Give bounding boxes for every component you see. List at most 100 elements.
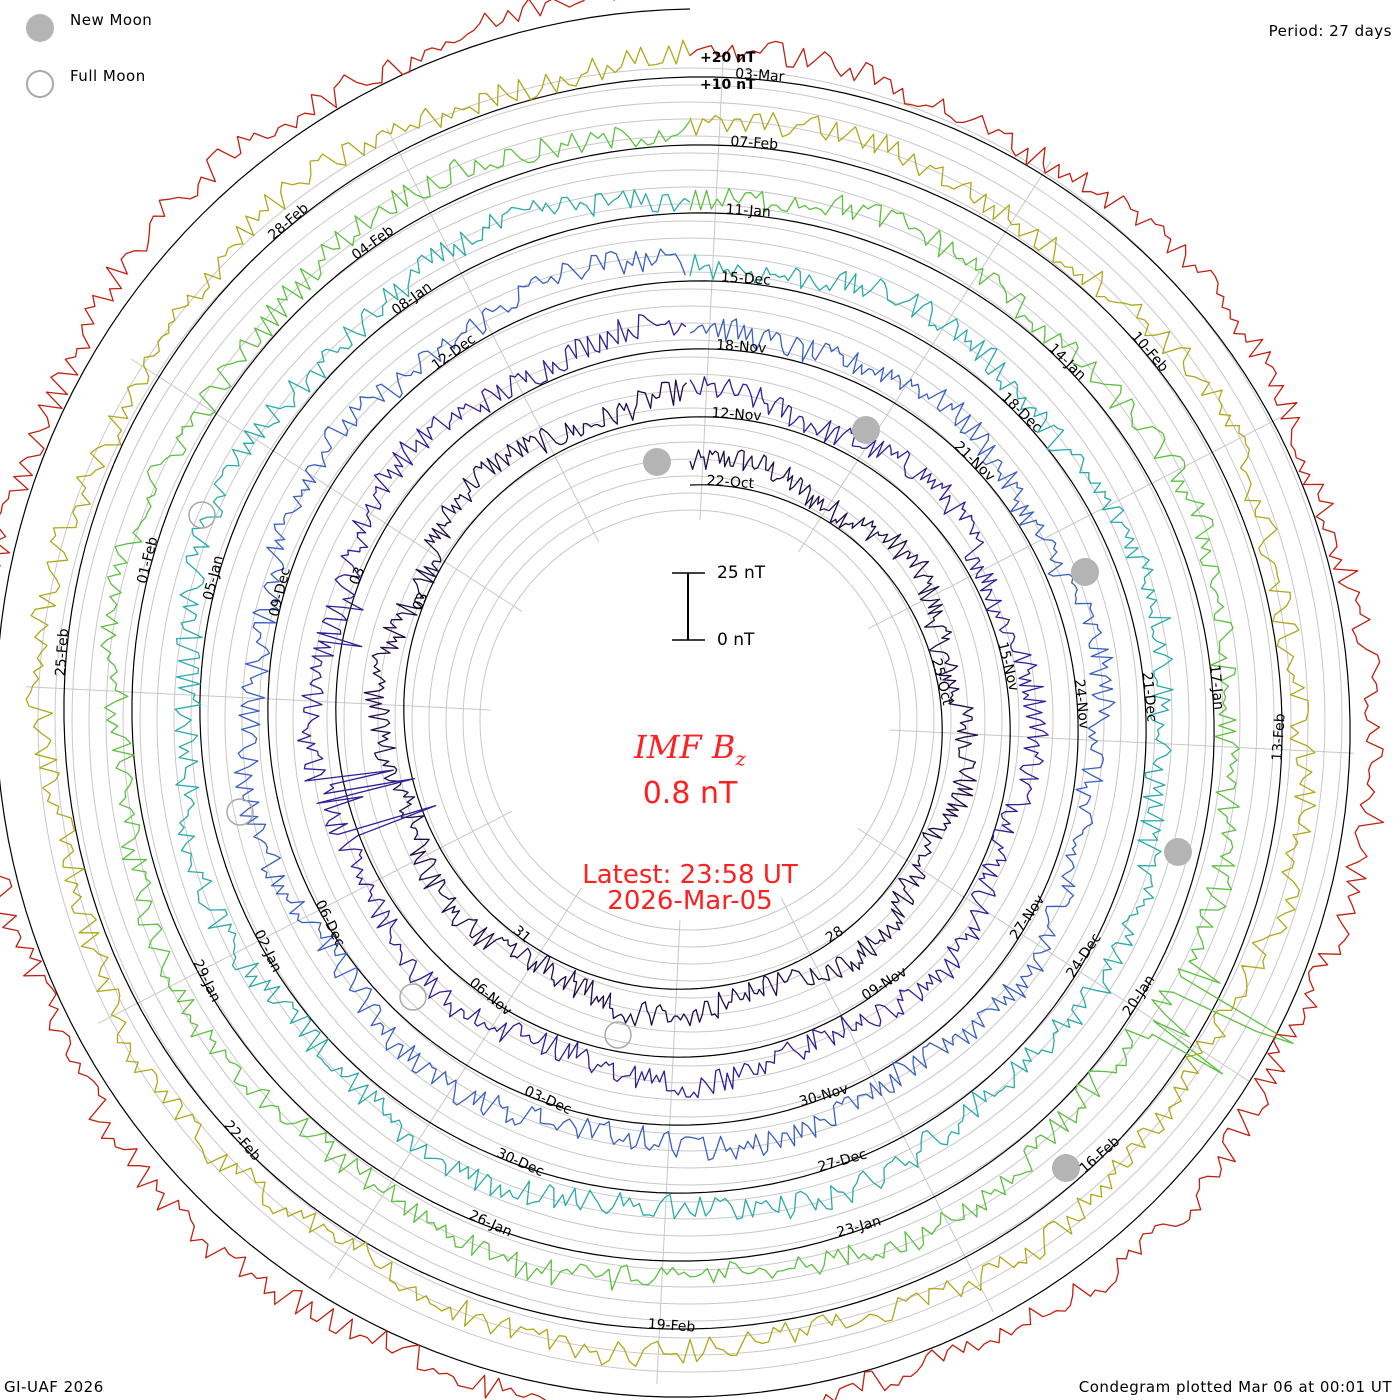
legend-full-moon-label: Full Moon	[70, 67, 146, 85]
latest-time: Latest: 23:58 UT	[582, 860, 798, 890]
plotted-timestamp: Condegram plotted Mar 06 at 00:01 UT	[1078, 1378, 1392, 1396]
full-moon-icon	[26, 70, 54, 98]
ring-scale-labels: +20 nT +10 nT	[700, 50, 756, 93]
grid-ring	[207, 237, 1173, 1203]
date-label: 03	[410, 590, 432, 613]
parameter-subscript: z	[735, 746, 746, 771]
series-line-dec	[174, 188, 1174, 1220]
date-label: 12-Nov	[711, 405, 762, 424]
grid-spoke	[699, 55, 724, 521]
new-moon-marker	[1164, 838, 1192, 866]
grid-ring	[445, 475, 935, 965]
grid-spoke	[798, 161, 1052, 553]
date-label: 22-Oct	[706, 473, 755, 492]
date-label: 11-Jan	[725, 202, 771, 221]
date-label: 13-Feb	[1269, 713, 1288, 762]
grid-ring	[173, 203, 1207, 1237]
date-label: 30-Dec	[494, 1145, 546, 1180]
grid-ring	[139, 169, 1241, 1271]
grid-ring	[479, 509, 901, 931]
full-moon-marker	[604, 1021, 632, 1049]
date-label: 04-Feb	[349, 223, 397, 264]
date-label: 20-Jan	[1120, 972, 1159, 1018]
date-label: 05-Jan	[200, 554, 226, 602]
date-label: 17-Jan	[1206, 664, 1227, 711]
zero-reference-rings	[0, 8, 1351, 1398]
grid-ring	[360, 390, 1020, 1050]
date-label: 24-Dec	[1063, 930, 1104, 980]
grid-ring	[122, 152, 1258, 1288]
series-line-nov	[296, 313, 1049, 1099]
date-label: 18-Dec	[998, 390, 1045, 436]
legend-new-moon-label: New Moon	[70, 11, 153, 29]
new-moon-marker	[852, 416, 880, 444]
grid-ring	[71, 101, 1309, 1339]
scale-bar-bottom-label: 0 nT	[717, 630, 755, 650]
grid-ring	[377, 407, 1003, 1033]
date-label: 16-Feb	[1077, 1133, 1124, 1176]
ring-scale-label: +20 nT	[700, 50, 756, 66]
date-label: 14-Jan	[1045, 341, 1089, 384]
date-label: 02-Jan	[250, 927, 284, 975]
zero-reference-spiral	[0, 8, 1351, 1398]
new-moon-marker	[1071, 558, 1099, 586]
date-label: 15-Nov	[994, 640, 1022, 693]
scale-bar-top-label: 25 nT	[717, 563, 766, 583]
grid-spoke	[131, 358, 523, 612]
date-label: 29-Jan	[189, 957, 223, 1005]
series-line-oct-nov	[363, 379, 979, 1027]
ring-scale-label: +10 nT	[700, 77, 756, 93]
grid-ring	[394, 424, 986, 1016]
grid-ring	[258, 288, 1122, 1152]
grid-spoke	[780, 897, 994, 1313]
full-moon-marker	[399, 983, 427, 1011]
grid-spoke	[97, 810, 513, 1024]
date-label: 24-Nov	[1071, 678, 1092, 730]
grid-ring	[105, 135, 1275, 1305]
grid-ring	[241, 271, 1139, 1169]
grid-ring	[326, 356, 1054, 1084]
date-label: 12-Dec	[429, 331, 479, 373]
latest-date: 2026-Mar-05	[607, 886, 773, 916]
date-label: 03	[347, 565, 369, 588]
grid-spoke	[25, 686, 491, 711]
grid-ring	[224, 254, 1156, 1186]
date-label: 18-Nov	[716, 337, 767, 356]
date-label: 25-Feb	[53, 628, 72, 677]
series-line-jan-feb	[25, 39, 1317, 1367]
grid-ring	[292, 322, 1088, 1118]
grid-ring	[156, 186, 1224, 1254]
new-moon-marker	[643, 448, 671, 476]
full-moon-marker	[226, 798, 254, 826]
new-moon-marker	[1052, 1154, 1080, 1182]
date-label: 23-Jan	[835, 1213, 883, 1241]
date-label: 03-Mar	[735, 66, 786, 85]
date-label: 21-Dec	[1138, 671, 1159, 722]
new-moon-icon	[26, 14, 54, 42]
moon-markers	[188, 416, 1192, 1182]
grid-spoke	[857, 828, 1249, 1082]
date-label: 07-Feb	[730, 134, 779, 153]
scale-bar	[672, 572, 705, 641]
series-line-jan	[100, 120, 1294, 1291]
grid-ring	[54, 84, 1326, 1356]
period-label: Period: 27 days	[1268, 22, 1392, 40]
current-value: 0.8 nT	[642, 776, 738, 811]
grid-spoke	[889, 729, 1355, 754]
parameter-title: IMF Bz	[0, 728, 1380, 770]
date-label: 22-Feb	[220, 1118, 263, 1165]
grid-ring	[343, 373, 1037, 1067]
full-moon-marker	[188, 501, 216, 529]
grid-ring	[462, 492, 918, 948]
parameter-title-text: IMF B	[634, 728, 736, 766]
grid-ring	[428, 458, 952, 982]
date-label: 15-Dec	[720, 269, 771, 288]
chart-spokes	[25, 55, 1355, 1385]
legend-new-moon: New Moon	[26, 11, 153, 42]
date-label: 30-Nov	[797, 1081, 850, 1110]
legend-full-moon: Full Moon	[26, 67, 146, 98]
grid-ring	[309, 339, 1071, 1101]
grid-spoke	[867, 416, 1283, 630]
